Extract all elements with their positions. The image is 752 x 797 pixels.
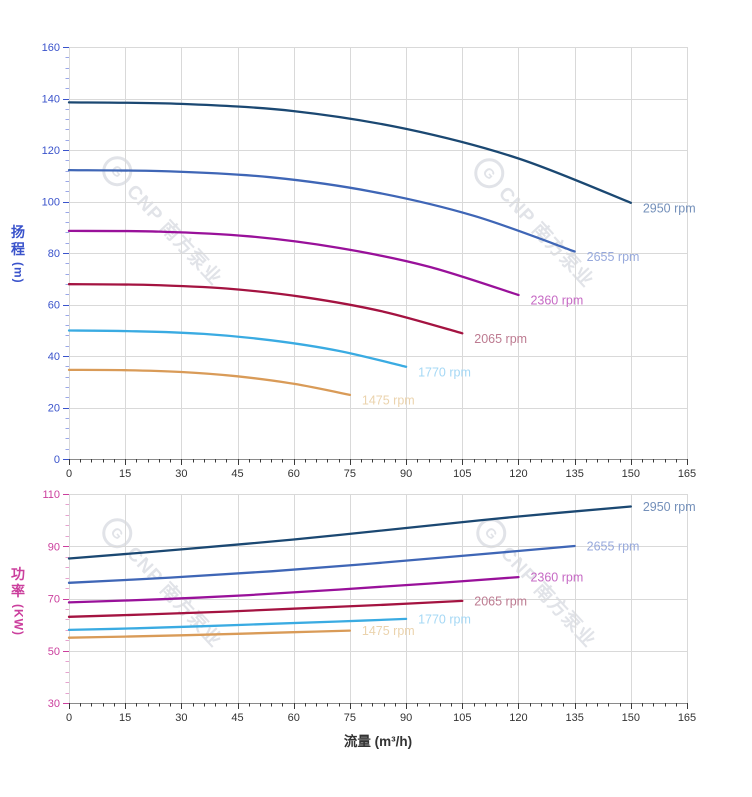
svg-text:15: 15 — [119, 712, 131, 724]
power-curve-label-2655: 2655 rpm — [587, 539, 640, 553]
power-curve-label-2950: 2950 rpm — [643, 500, 696, 514]
head-curve-2950 — [67, 101, 632, 204]
flow-axis-title: 流量 (m³/h) — [343, 734, 413, 749]
power-axis-title-char: 功 — [11, 566, 25, 582]
head-curve-label-1475: 1475 rpm — [362, 393, 415, 407]
head-curve-2065 — [67, 283, 464, 335]
svg-text:45: 45 — [231, 468, 243, 480]
svg-text:60: 60 — [48, 300, 60, 312]
svg-text:20: 20 — [48, 403, 60, 415]
svg-text:105: 105 — [453, 712, 471, 724]
svg-text:0: 0 — [54, 454, 60, 466]
svg-text:0: 0 — [66, 468, 72, 480]
head-curve-label-2950: 2950 rpm — [643, 201, 696, 215]
svg-text:135: 135 — [565, 468, 583, 480]
svg-text:120: 120 — [42, 145, 60, 157]
power-curve-1475 — [67, 629, 352, 639]
power-x-tick-labels: 0 15 30 45 60 75 90 105 120 135 150 165 — [66, 712, 696, 724]
power-axis-title-char: 率 — [11, 583, 25, 600]
svg-text:105: 105 — [453, 468, 471, 480]
head-curve-label-2360: 2360 rpm — [530, 293, 583, 307]
power-curve-1770 — [67, 617, 408, 632]
head-curve-1475 — [67, 368, 352, 397]
svg-text:60: 60 — [288, 712, 300, 724]
svg-text:120: 120 — [509, 712, 527, 724]
svg-text:90: 90 — [400, 468, 412, 480]
power-curve-2360 — [67, 575, 520, 604]
power-curve-label-1475: 1475 rpm — [362, 624, 415, 638]
head-curve-label-2065: 2065 rpm — [474, 332, 527, 346]
power-curve-2655 — [67, 544, 576, 584]
svg-text:140: 140 — [42, 94, 60, 106]
svg-text:30: 30 — [175, 468, 187, 480]
svg-text:90: 90 — [400, 712, 412, 724]
power-y-ticks — [63, 494, 69, 704]
svg-text:70: 70 — [48, 594, 60, 606]
power-curve-label-2360: 2360 rpm — [530, 571, 583, 585]
svg-text:100: 100 — [42, 197, 60, 209]
svg-text:150: 150 — [622, 468, 640, 480]
power-y-tick-labels: 30 50 70 90 110 — [42, 489, 60, 710]
head-curve-label-1770: 1770 rpm — [418, 365, 471, 379]
power-curve-2950 — [67, 505, 632, 560]
svg-text:135: 135 — [565, 712, 583, 724]
head-axis-title-char: 程 — [11, 241, 25, 258]
svg-text:120: 120 — [509, 468, 527, 480]
svg-text:40: 40 — [48, 351, 60, 363]
svg-text:80: 80 — [48, 248, 60, 260]
svg-text:90: 90 — [48, 541, 60, 553]
svg-text:165: 165 — [678, 712, 696, 724]
head-curve-2360 — [67, 229, 520, 297]
svg-text:50: 50 — [48, 646, 60, 658]
head-x-tick-labels: 0 15 30 45 60 75 90 105 120 135 150 165 — [66, 468, 696, 480]
head-chart: 0 15 30 45 60 75 90 105 120 135 150 165 0 20 40 60 80 100… — [42, 42, 697, 480]
head-curve-1770 — [67, 329, 408, 368]
svg-text:75: 75 — [344, 468, 356, 480]
svg-text:160: 160 — [42, 42, 60, 54]
head-y-ticks — [63, 47, 69, 460]
power-x-ticks — [69, 703, 688, 709]
svg-text:60: 60 — [288, 468, 300, 480]
svg-text:165: 165 — [678, 468, 696, 480]
power-curve-2065 — [67, 599, 464, 618]
power-axis-title: 功 率 (KW) — [6, 566, 30, 636]
svg-text:30: 30 — [175, 712, 187, 724]
head-axis-unit: (m) — [11, 262, 26, 284]
svg-text:75: 75 — [344, 712, 356, 724]
power-chart: 0 15 30 45 60 75 90 105 120 135 150 165 30 50 70 90 110 2… — [42, 489, 696, 724]
head-axis-title: 扬 程 (m) — [6, 224, 30, 284]
svg-text:0: 0 — [66, 712, 72, 724]
head-x-ticks — [69, 459, 688, 465]
svg-text:15: 15 — [119, 468, 131, 480]
power-axis-unit: (KW) — [11, 604, 26, 637]
svg-text:110: 110 — [42, 489, 60, 501]
svg-text:30: 30 — [48, 698, 60, 710]
head-y-tick-labels: 0 20 40 60 80 100 120 140 160 — [42, 42, 60, 466]
head-curve-label-2655: 2655 rpm — [587, 250, 640, 264]
svg-text:45: 45 — [231, 712, 243, 724]
power-curve-label-2065: 2065 rpm — [474, 594, 527, 608]
head-curve-2655 — [67, 168, 576, 253]
head-axis-title-char: 扬 — [11, 224, 25, 240]
svg-text:150: 150 — [622, 712, 640, 724]
power-curve-label-1770: 1770 rpm — [418, 612, 471, 626]
